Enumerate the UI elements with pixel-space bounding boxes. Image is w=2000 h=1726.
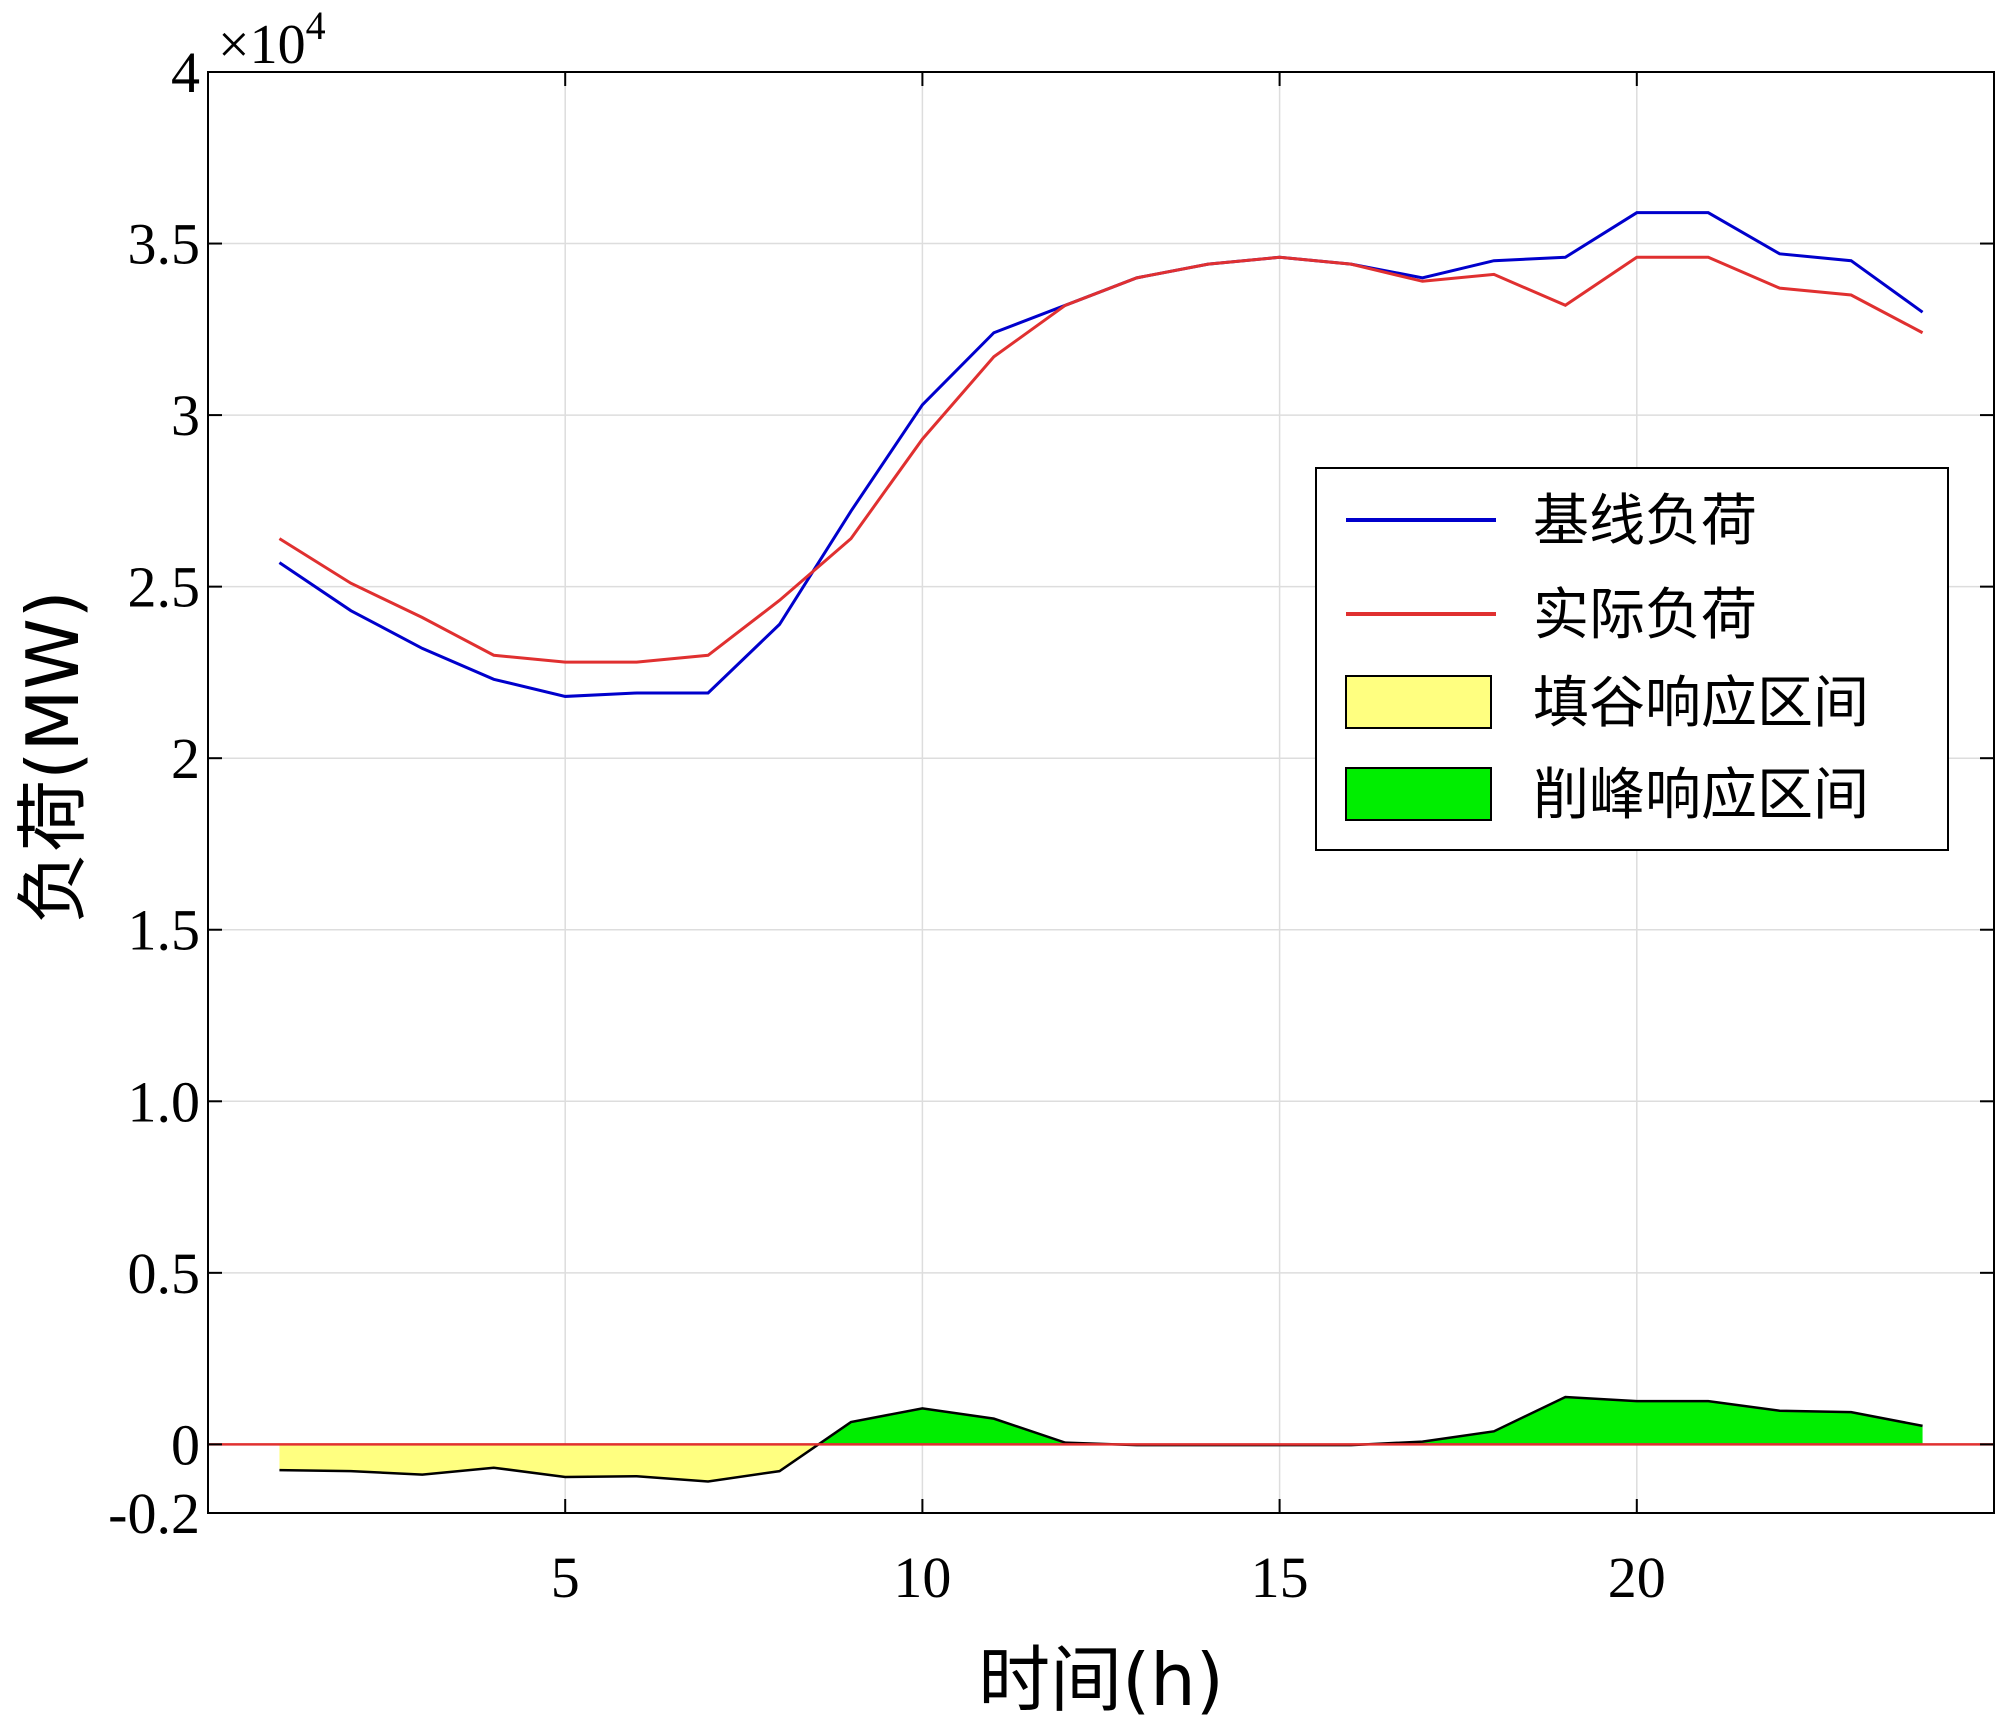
peak-shaving-area (1365, 1397, 1923, 1445)
x-tick-label: 5 (551, 1545, 580, 1610)
y-tick-label: 1.5 (128, 898, 201, 963)
y-multiplier-label: ×104 (218, 3, 326, 76)
x-tick-label: 10 (893, 1545, 951, 1610)
y-tick-label: 3.5 (128, 212, 201, 277)
legend-label-valley: 填谷响应区间 (1533, 671, 1869, 736)
axis-ticks: 5 10 15 20 -0.20 0.5 1.0 1.5 2 2.5 3 3.5 4 (108, 40, 1994, 1610)
legend: 基线负荷 实际负荷 填谷响应区间 削峰响应区间 (1315, 467, 1949, 851)
series-lines (278, 211, 1924, 698)
legend-swatch-valley (1345, 675, 1492, 729)
legend-swatch-peak (1345, 767, 1492, 821)
legend-label-actual: 实际负荷 (1533, 583, 1757, 648)
legend-label-peak: 削峰响应区间 (1533, 763, 1869, 828)
x-tick-label: 20 (1608, 1545, 1666, 1610)
valley-filling-area (279, 1444, 819, 1482)
y-tick-label: 0.5 (128, 1241, 201, 1306)
y-tick-label: 1.0 (128, 1069, 201, 1134)
plot-area-frame (207, 71, 1995, 1514)
y-tick-label: -0.2 (108, 1481, 200, 1546)
y-tick-label: 3 (171, 383, 200, 448)
y-tick-label: 4 (171, 40, 200, 105)
legend-label-baseline: 基线负荷 (1533, 489, 1757, 554)
x-axis-title: 时间(h) (978, 1638, 1224, 1722)
y-tick-label: 2.5 (128, 555, 201, 620)
response-area-fills (208, 1395, 1994, 1483)
y-tick-label: 2 (171, 726, 200, 791)
y-axis-title: 负荷(MW) (11, 590, 95, 924)
y-tick-label: 0 (171, 1412, 200, 1477)
x-tick-label: 15 (1251, 1545, 1309, 1610)
actual-load-line (278, 255, 1924, 664)
